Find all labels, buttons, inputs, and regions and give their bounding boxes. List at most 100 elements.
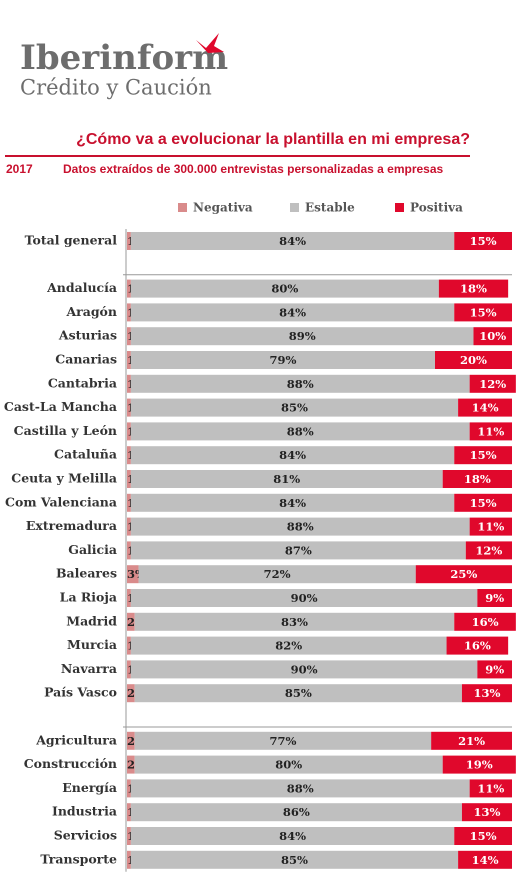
bar-segment <box>454 303 512 322</box>
bar-segment <box>127 279 131 298</box>
bar-segment <box>461 803 512 822</box>
category-label: Construcción <box>24 756 117 771</box>
bar-segment <box>127 612 135 631</box>
year: 2017 <box>6 162 33 176</box>
bar-segment <box>454 493 512 512</box>
bar-segment <box>127 779 131 798</box>
bar-segment <box>130 279 439 298</box>
category-label: Galicia <box>68 542 117 557</box>
value-label: 16% <box>472 615 499 629</box>
value-label: 18% <box>460 282 487 296</box>
bar-segment <box>127 398 131 417</box>
bar-segment <box>130 779 470 798</box>
bar-segment <box>442 470 512 488</box>
value-label: 16% <box>464 639 491 653</box>
category-label: Castilla y León <box>14 423 117 438</box>
category-label: País Vasco <box>44 685 117 700</box>
bar-segment <box>130 374 470 393</box>
bar-segment <box>127 351 131 369</box>
chart-title: ¿Cómo va a evolucionar la plantilla en m… <box>76 131 470 148</box>
category-label: Andalucía <box>46 280 117 295</box>
bar-segment <box>454 446 512 465</box>
value-label: 79% <box>269 353 296 367</box>
bar-segment <box>127 660 131 679</box>
bar-segment <box>415 565 512 584</box>
bar-segment <box>127 684 135 703</box>
category-label: Transporte <box>40 851 117 866</box>
bar-segment <box>130 850 459 869</box>
bar-segment <box>461 684 512 703</box>
legend-label: Estable <box>305 201 355 215</box>
value-label: 84% <box>279 448 306 462</box>
bar-segment <box>127 470 131 488</box>
bar-segment <box>127 850 131 869</box>
bar-segment <box>127 303 131 322</box>
value-label: 72% <box>264 567 291 581</box>
value-label: 84% <box>279 234 306 248</box>
legend-label: Positiva <box>410 201 463 215</box>
value-label: 12% <box>475 543 502 557</box>
value-label: 25% <box>450 567 477 581</box>
value-label: 84% <box>279 496 306 510</box>
value-label: 85% <box>281 401 308 415</box>
category-label: Cataluña <box>54 447 117 462</box>
value-label: 15% <box>470 448 497 462</box>
category-label: Extremadura <box>26 518 117 533</box>
bar-segment <box>127 493 131 512</box>
value-label: 21% <box>458 734 485 748</box>
bar-segment <box>446 636 509 655</box>
value-label: 84% <box>279 305 306 319</box>
bar-segment <box>477 589 512 607</box>
bar-segment <box>127 803 131 822</box>
bar-segment <box>454 612 516 631</box>
value-label: 88% <box>287 377 314 391</box>
value-label: 10% <box>479 329 506 343</box>
bar-segment <box>458 398 512 417</box>
value-label: 14% <box>472 401 499 415</box>
value-label: 89% <box>289 329 316 343</box>
bar-segment <box>127 589 131 607</box>
value-label: 85% <box>281 853 308 867</box>
value-label: 11% <box>477 424 504 438</box>
value-label: 18% <box>464 472 491 486</box>
value-label: 19% <box>466 758 493 772</box>
bar-segment <box>127 565 139 584</box>
category-label: Cast-La Mancha <box>4 399 117 414</box>
bar-segment <box>454 827 512 845</box>
bar-segment <box>127 755 135 774</box>
category-label: Energía <box>62 780 117 795</box>
value-label: 88% <box>287 520 314 534</box>
value-label: 82% <box>275 639 302 653</box>
bar-segment <box>127 636 131 655</box>
bar-segment <box>134 612 455 631</box>
bar-segment <box>127 541 131 560</box>
legend-label: Negativa <box>193 201 253 215</box>
bar-segment <box>134 731 432 750</box>
bar-segment <box>130 446 455 465</box>
category-label: Asturias <box>58 328 117 343</box>
value-label: 13% <box>474 686 501 700</box>
value-label: 11% <box>477 520 504 534</box>
category-label: Navarra <box>61 661 117 676</box>
value-label: 87% <box>285 543 312 557</box>
bar-segment <box>469 374 516 393</box>
bar-segment <box>127 232 131 250</box>
bar-segment <box>127 827 131 845</box>
value-label: 86% <box>283 805 310 819</box>
value-label: 80% <box>275 758 302 772</box>
bar-segment <box>469 422 512 441</box>
bar-segment <box>458 850 512 869</box>
bar-segment <box>134 684 462 703</box>
bar-segment <box>130 470 443 488</box>
tagline: Crédito y Caución <box>20 76 212 100</box>
bar-segment <box>431 731 512 750</box>
value-label: 77% <box>269 734 296 748</box>
category-label: Industria <box>52 804 117 819</box>
brand: Iberinform <box>20 38 228 78</box>
value-label: 90% <box>291 662 318 676</box>
category-label: Cantabria <box>48 375 117 390</box>
value-label: 88% <box>287 424 314 438</box>
value-label: 9% <box>485 662 504 676</box>
bar-segment <box>130 351 435 369</box>
